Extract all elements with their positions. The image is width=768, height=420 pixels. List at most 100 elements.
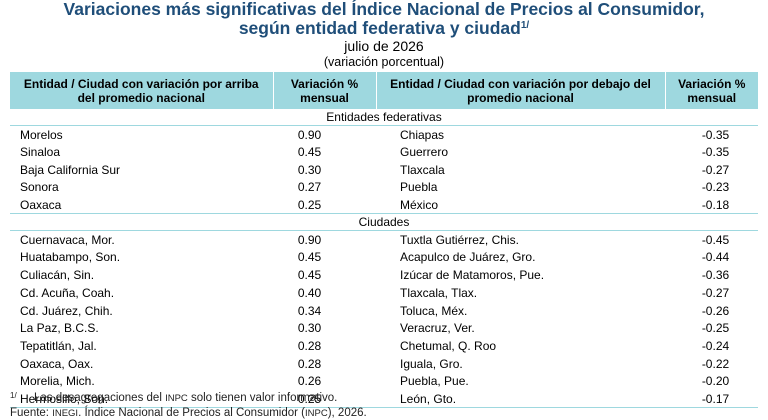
source-mid: . Índice Nacional de Precios al Consumid…: [78, 407, 305, 419]
below-value-cell: -0.26: [701, 303, 730, 318]
above-value-cell: 0.25: [273, 390, 376, 409]
table-row: Oaxaca, Oax. 0.28 Iguala, Gro. -0.22: [10, 355, 758, 373]
table-row: Sonora 0.27 Puebla -0.23: [10, 179, 758, 197]
section-row: Entidades federativas: [10, 108, 758, 126]
table-row: Tepatitlán, Jal. 0.28 Chetumal, Q. Roo -0.2…: [10, 337, 758, 355]
title-line-2: según entidad federativa y ciudad1/: [0, 19, 768, 38]
below-value-cell: -0.35: [701, 145, 730, 160]
above-name-cell: Sinaloa: [20, 145, 61, 160]
footnote-mark: 1/: [10, 391, 17, 400]
above-value-cell: 0.30: [297, 321, 322, 336]
page-subtitle: julio de 2026: [344, 38, 424, 54]
section-label: Ciudades: [10, 213, 758, 232]
above-value-cell: 0.45: [297, 145, 322, 160]
notes: 1/ Las desagregaciones del INPC solo tie…: [10, 391, 758, 420]
below-value-cell: -0.44: [701, 250, 730, 265]
page-title: Variaciones más significativas del Índic…: [0, 0, 768, 38]
below-name-cell: Veracruz, Ver.: [400, 321, 475, 336]
above-name-cell: Cuernavaca, Mor.: [20, 233, 115, 248]
column-header-below-name: Entidad / Ciudad con variación por debaj…: [376, 72, 666, 109]
below-name-cell: Toluca, Méx.: [400, 303, 468, 318]
table-header: Entidad / Ciudad con variación por arrib…: [10, 72, 758, 109]
table-row: Baja California Sur 0.30 Tlaxcala -0.27: [10, 161, 758, 179]
above-value-cell: 0.30: [297, 162, 322, 177]
footnote-text: Las desagregaciones del INPC solo tienen…: [34, 391, 337, 406]
footnote-abbr: INPC: [165, 393, 188, 404]
below-name-cell: León, Gto.: [376, 390, 665, 409]
unit-label: (variación porcentual): [323, 55, 445, 69]
source-post: ), 2026.: [327, 407, 367, 419]
table-row: Culiacán, Sin. 0.45 Izúcar de Matamoros, P…: [10, 266, 758, 284]
below-name-cell: Puebla, Pue.: [400, 374, 469, 389]
above-name-cell: Morelia, Mich.: [20, 374, 95, 389]
below-value-cell: -0.17: [665, 390, 758, 409]
below-name-cell: Chetumal, Q. Roo: [400, 338, 497, 353]
above-name-cell: La Paz, B.C.S.: [20, 321, 99, 336]
above-name-cell: Sonora: [20, 180, 59, 195]
table-row: Hermosillo, Son. 0.25 León, Gto. -0.17: [10, 390, 758, 409]
below-name-cell: Iguala, Gro.: [400, 356, 463, 371]
table-row: La Paz, B.C.S. 0.30 Veracruz, Ver. -0.25: [10, 319, 758, 337]
above-name-cell: Baja California Sur: [20, 162, 121, 177]
table-row: Cd. Acuña, Coah. 0.40 Tlaxcala, Tlax. -0.27: [10, 284, 758, 302]
above-value-cell: 0.28: [297, 356, 322, 371]
above-value-cell: 0.34: [297, 303, 322, 318]
below-name-cell: Izúcar de Matamoros, Pue.: [400, 268, 545, 283]
above-value-cell: 0.90: [297, 127, 322, 142]
data-table: Entidad / Ciudad con variación por arrib…: [10, 72, 758, 409]
table-row: Oaxaca 0.25 México -0.18: [10, 196, 758, 214]
above-name-cell: Morelos: [20, 127, 63, 142]
above-value-cell: 0.26: [297, 374, 322, 389]
below-name-cell: Puebla: [400, 180, 438, 195]
below-value-cell: -0.18: [701, 197, 730, 212]
below-value-cell: -0.25: [701, 321, 730, 336]
below-value-cell: -0.20: [701, 374, 730, 389]
above-value-cell: 0.28: [297, 338, 322, 353]
above-name-cell: Oaxaca, Oax.: [20, 356, 94, 371]
column-header-above-name: Entidad / Ciudad con variación por arrib…: [10, 72, 274, 109]
below-value-cell: -0.27: [701, 162, 730, 177]
below-value-cell: -0.27: [701, 285, 730, 300]
footnote-text-post: solo tienen valor informativo.: [187, 392, 338, 404]
below-name-cell: Chiapas: [400, 127, 445, 142]
below-name-cell: Tuxtla Gutiérrez, Chis.: [400, 233, 519, 248]
table-row: Cd. Juárez, Chih. 0.34 Toluca, Méx. -0.26: [10, 302, 758, 320]
above-value-cell: 0.45: [297, 250, 322, 265]
above-value-cell: 0.40: [297, 285, 322, 300]
above-name-cell: Tepatitlán, Jal.: [20, 338, 97, 353]
source-abbr-inpc: INPC: [305, 408, 328, 419]
footnote-text-pre: Las desagregaciones del: [34, 392, 166, 404]
table-row: Huatabampo, Son. 0.45 Acapulco de Juárez, …: [10, 249, 758, 267]
title-line-1: Variaciones más significativas del Índic…: [63, 0, 705, 19]
below-value-cell: -0.22: [701, 356, 730, 371]
below-name-cell: Acapulco de Juárez, Gro.: [400, 250, 536, 265]
above-name-cell: Huatabampo, Son.: [20, 250, 121, 265]
below-name-cell: Tlaxcala, Tlax.: [400, 285, 478, 300]
above-name-cell: Cd. Juárez, Chih.: [20, 303, 113, 318]
below-value-cell: -0.23: [701, 180, 730, 195]
above-value-cell: 0.45: [297, 268, 322, 283]
above-name-cell: Oaxaca: [20, 197, 62, 212]
title-footnote-mark: 1/: [520, 20, 530, 31]
table-row: Sinaloa 0.45 Guerrero -0.35: [10, 143, 758, 161]
source-abbr-inegi: INEGI: [52, 408, 79, 419]
table-row: Morelia, Mich. 0.26 Puebla, Pue. -0.20: [10, 372, 758, 390]
above-value-cell: 0.25: [297, 197, 322, 212]
below-value-cell: -0.36: [701, 268, 730, 283]
footnote: 1/ Las desagregaciones del INPC solo tie…: [10, 391, 758, 406]
section-row: Ciudades: [10, 213, 758, 232]
above-name-cell: Cd. Acuña, Coah.: [20, 285, 115, 300]
column-header-below-value: Variación % mensual: [665, 72, 758, 109]
column-header-above-value: Variación % mensual: [273, 72, 377, 109]
below-value-cell: -0.45: [701, 233, 730, 248]
source-note: Fuente: INEGI. Índice Nacional de Precio…: [10, 406, 758, 420]
above-name-cell: Culiacán, Sin.: [20, 268, 95, 283]
above-name-cell: Hermosillo, Son.: [10, 390, 273, 409]
below-value-cell: -0.35: [701, 127, 730, 142]
table-body: Entidades federativas Morelos 0.90 Chiapas -…: [10, 108, 758, 409]
below-name-cell: Tlaxcala: [400, 162, 445, 177]
below-value-cell: -0.24: [701, 338, 730, 353]
below-name-cell: Guerrero: [400, 145, 449, 160]
above-value-cell: 0.90: [297, 233, 322, 248]
below-name-cell: México: [400, 197, 439, 212]
